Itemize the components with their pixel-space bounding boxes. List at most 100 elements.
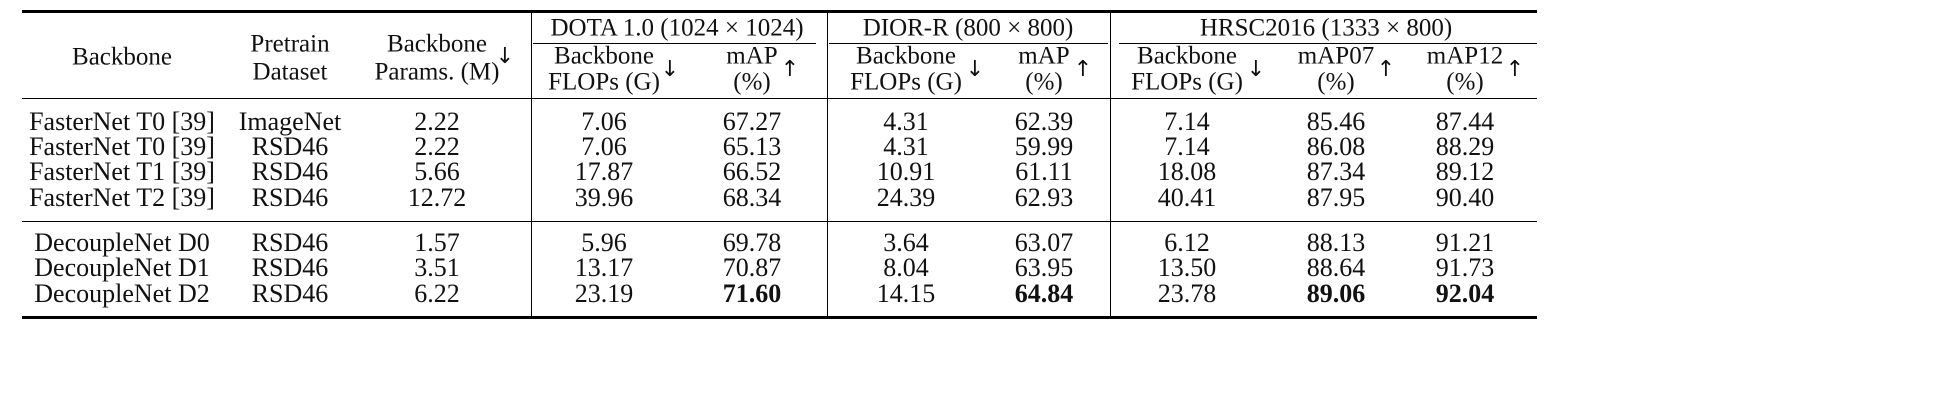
cell-dior-map: 61.11	[1015, 157, 1073, 186]
cell-dota-map: 67.27	[722, 107, 782, 136]
dior-map-line1: mAP	[1018, 42, 1070, 70]
cell-hrsc-flops: 23.78	[1157, 279, 1217, 308]
cell-hrsc-flops: 7.14	[1164, 107, 1210, 136]
cell-pretrain: RSD46	[251, 253, 329, 282]
cell-dior-map: 63.95	[1014, 253, 1074, 282]
cell-dior-map: 62.39	[1014, 107, 1074, 136]
cell-hrsc-flops: 18.08	[1157, 157, 1217, 186]
cell-hrsc-map12: 91.21	[1435, 228, 1495, 257]
cell-hrsc-map12: 91.73	[1435, 253, 1495, 282]
hrsc-map12-up-arrow: ↑	[1505, 57, 1525, 82]
cell-hrsc-map12: 89.12	[1435, 157, 1495, 186]
cell-dior-map: 59.99	[1014, 132, 1074, 161]
group-dior: DIOR-R (800 × 800)	[862, 14, 1074, 42]
params-down-arrow: ↓	[495, 44, 515, 69]
group-dota: DOTA 1.0 (1024 × 1024)	[550, 14, 804, 42]
cell-hrsc-map07: 88.13	[1306, 228, 1366, 257]
hrsc-map07-up-arrow: ↑	[1376, 57, 1396, 82]
vrule-3	[1110, 13, 1111, 316]
cell-params: 12.72	[407, 183, 467, 212]
cell-dota-flops: 7.06	[581, 107, 627, 136]
cell-params: 2.22	[414, 132, 460, 161]
cell-hrsc-map07: 89.06	[1306, 279, 1366, 308]
cell-hrsc-flops: 40.41	[1157, 183, 1217, 212]
cell-dota-map: 70.87	[722, 253, 782, 282]
cell-pretrain: RSD46	[251, 183, 329, 212]
hrsc-flops-line2: FLOPs (G)	[1131, 68, 1243, 96]
dota-map-line1: mAP	[726, 42, 778, 70]
cell-dota-flops: 39.96	[574, 183, 634, 212]
dior-flops-line2: FLOPs (G)	[850, 68, 962, 96]
group-hrsc: HRSC2016 (1333 × 800)	[1199, 14, 1453, 42]
cell-hrsc-map07: 86.08	[1306, 132, 1366, 161]
cell-hrsc-flops: 7.14	[1164, 132, 1210, 161]
cell-backbone: DecoupleNet D1	[34, 253, 210, 282]
cell-dota-map: 71.60	[722, 279, 782, 308]
cell-dota-flops: 5.96	[581, 228, 627, 257]
dota-flops-line1: Backbone	[554, 42, 654, 70]
cell-backbone: FasterNet T1 [39]	[29, 157, 215, 186]
cell-dior-map: 62.93	[1014, 183, 1074, 212]
section-rule	[22, 221, 1537, 222]
cell-params: 5.66	[414, 157, 460, 186]
cell-dior-flops: 4.31	[883, 132, 929, 161]
header-pretrain-line2: Dataset	[252, 58, 328, 86]
cell-backbone: FasterNet T0 [39]	[29, 107, 215, 136]
dior-map-line2: (%)	[1025, 68, 1063, 96]
cell-pretrain: RSD46	[251, 228, 329, 257]
cell-dior-flops: 24.39	[876, 183, 936, 212]
header-rule	[22, 98, 1537, 99]
cell-dior-flops: 10.91	[876, 157, 936, 186]
cell-params: 2.22	[414, 107, 460, 136]
header-backbone: Backbone	[72, 43, 172, 71]
cell-pretrain: RSD46	[251, 279, 329, 308]
cell-backbone: FasterNet T0 [39]	[29, 132, 215, 161]
hrsc-map07-line1: mAP07	[1297, 42, 1375, 70]
cell-dota-map: 65.13	[722, 132, 782, 161]
header-pretrain-line1: Pretrain	[250, 30, 330, 58]
hrsc-flops-line1: Backbone	[1137, 42, 1237, 70]
vrule-1	[531, 13, 532, 316]
hrsc-map07-line2: (%)	[1317, 68, 1355, 96]
cell-dota-map: 69.78	[722, 228, 782, 257]
header-params-line1: Backbone	[387, 30, 487, 58]
cell-dior-map: 64.84	[1014, 279, 1074, 308]
cell-dota-flops: 13.17	[574, 253, 634, 282]
dota-flops-line2: FLOPs (G)	[548, 68, 660, 96]
cell-dota-map: 68.34	[722, 183, 782, 212]
cell-dota-flops: 17.87	[574, 157, 634, 186]
group-rule-hrsc	[1119, 43, 1537, 44]
cell-dior-flops: 4.31	[883, 107, 929, 136]
cell-hrsc-map07: 87.34	[1306, 157, 1366, 186]
cell-hrsc-map07: 87.95	[1306, 183, 1366, 212]
vrule-2	[827, 13, 828, 316]
header-params-line2: Params. (M)	[374, 58, 500, 86]
bottom-rule	[22, 316, 1537, 319]
hrsc-map12-line2: (%)	[1446, 68, 1484, 96]
cell-backbone: FasterNet T2 [39]	[29, 183, 215, 212]
dior-flops-down-arrow: ↓	[965, 57, 985, 82]
dior-flops-line1: Backbone	[856, 42, 956, 70]
cell-dior-flops: 14.15	[876, 279, 936, 308]
cell-dior-flops: 8.04	[883, 253, 929, 282]
cell-params: 3.51	[414, 253, 460, 282]
group-rule-dota	[533, 43, 816, 44]
dota-flops-down-arrow: ↓	[660, 57, 680, 82]
cell-pretrain: ImageNet	[238, 107, 342, 136]
cell-dota-flops: 23.19	[574, 279, 634, 308]
dota-map-line2: (%)	[733, 68, 771, 96]
cell-dota-flops: 7.06	[581, 132, 627, 161]
cell-hrsc-flops: 6.12	[1164, 228, 1210, 257]
cell-params: 6.22	[414, 279, 460, 308]
dior-map-up-arrow: ↑	[1073, 57, 1093, 82]
top-rule	[22, 10, 1537, 13]
cell-backbone: DecoupleNet D2	[34, 279, 210, 308]
cell-hrsc-flops: 13.50	[1157, 253, 1217, 282]
dota-map-up-arrow: ↑	[780, 57, 800, 82]
cell-hrsc-map12: 87.44	[1435, 107, 1495, 136]
cell-hrsc-map12: 88.29	[1435, 132, 1495, 161]
cell-pretrain: RSD46	[251, 157, 329, 186]
cell-params: 1.57	[414, 228, 460, 257]
cell-hrsc-map12: 92.04	[1435, 279, 1495, 308]
